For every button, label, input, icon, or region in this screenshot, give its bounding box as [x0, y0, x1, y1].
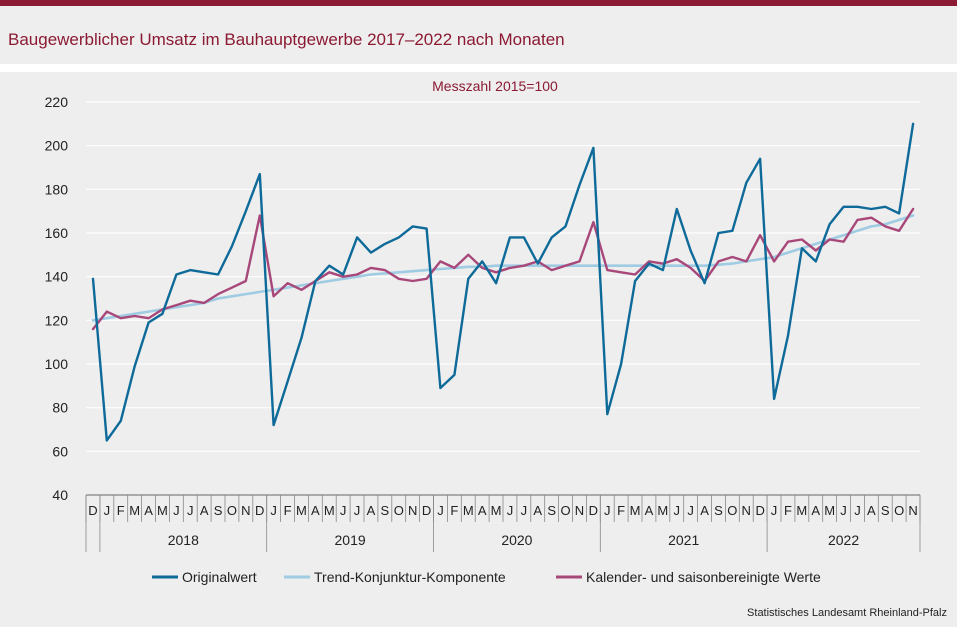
line-chart: Messzahl 2015=100 40 60 80 100 120 140 160 180 20… — [45, 78, 921, 585]
year-label: 2019 — [335, 532, 366, 548]
x-tick-label: S — [881, 503, 890, 518]
legend-label: Kalender- und saisonbereinigte Werte — [586, 569, 821, 585]
top-accent-bar — [0, 0, 957, 6]
chart-subtitle: Messzahl 2015=100 — [432, 78, 558, 94]
x-tick-label: M — [824, 503, 835, 518]
x-tick-label: N — [908, 503, 917, 518]
x-tick-label: A — [811, 503, 820, 518]
x-tick-label: J — [687, 503, 694, 518]
y-tick-label: 120 — [45, 312, 69, 328]
x-tick-label: O — [560, 503, 570, 518]
x-tick-label: F — [117, 503, 125, 518]
x-tick-label: S — [381, 503, 390, 518]
year-label: 2018 — [168, 532, 199, 548]
x-tick-label: A — [200, 503, 209, 518]
x-tick-label: F — [784, 503, 792, 518]
x-tick-label: N — [575, 503, 584, 518]
series-line-3 — [91, 207, 915, 331]
year-label: 2021 — [668, 532, 699, 548]
x-tick-label: S — [214, 503, 223, 518]
x-tick-label: M — [796, 503, 807, 518]
y-tick-label: 160 — [45, 225, 69, 241]
y-tick-label: 140 — [45, 269, 69, 285]
x-tick-label: A — [311, 503, 320, 518]
x-tick-label: M — [157, 503, 168, 518]
y-tick-label: 40 — [52, 487, 68, 503]
x-tick-label: D — [755, 503, 764, 518]
source-note: Statistisches Landesamt Rheinland-Pfalz — [747, 607, 947, 619]
x-tick-label: J — [187, 503, 194, 518]
x-tick-label: A — [533, 503, 542, 518]
x-tick-label: O — [894, 503, 904, 518]
legend-label: Trend-Konjunktur-Komponente — [314, 569, 506, 585]
x-tick-label: D — [88, 503, 97, 518]
x-tick-label: M — [491, 503, 502, 518]
x-tick-label: M — [324, 503, 335, 518]
x-tick-label: J — [674, 503, 681, 518]
x-tick-label: A — [700, 503, 709, 518]
x-tick-label: J — [437, 503, 444, 518]
series-line-2 — [91, 214, 915, 322]
x-tick-label: O — [727, 503, 737, 518]
x-tick-label: A — [645, 503, 654, 518]
x-tick-label: J — [521, 503, 528, 518]
year-label: 2022 — [828, 532, 859, 548]
x-tick-label: O — [227, 503, 237, 518]
y-tick-label: 60 — [52, 443, 68, 459]
x-tick-label: A — [367, 503, 376, 518]
year-label: 2020 — [501, 532, 532, 548]
x-tick-label: A — [867, 503, 876, 518]
x-tick-label: J — [354, 503, 361, 518]
y-tick-label: 180 — [45, 181, 69, 197]
x-tick-label: M — [657, 503, 668, 518]
y-tick-label: 80 — [52, 400, 68, 416]
x-tick-label: N — [241, 503, 250, 518]
x-tick-label: F — [284, 503, 292, 518]
x-tick-label: D — [589, 503, 598, 518]
x-tick-label: N — [408, 503, 417, 518]
x-tick-label: S — [714, 503, 723, 518]
x-tick-label: A — [478, 503, 487, 518]
x-tick-label: J — [507, 503, 514, 518]
x-tick-label: J — [854, 503, 861, 518]
y-tick-label: 200 — [45, 138, 69, 154]
x-tick-label: J — [840, 503, 847, 518]
x-tick-label: O — [394, 503, 404, 518]
x-tick-label: N — [742, 503, 751, 518]
x-tick-label: M — [296, 503, 307, 518]
x-tick-label: J — [340, 503, 347, 518]
x-tick-label: M — [630, 503, 641, 518]
x-tick-label: J — [270, 503, 277, 518]
x-tick-label: F — [617, 503, 625, 518]
series-line-1 — [91, 122, 915, 442]
legend-label: Originalwert — [182, 569, 257, 585]
header: Baugewerblicher Umsatz im Bauhauptgewerb… — [0, 6, 957, 64]
y-tick-label: 100 — [45, 356, 69, 372]
x-tick-label: J — [771, 503, 778, 518]
page-title: Baugewerblicher Umsatz im Bauhauptgewerb… — [8, 30, 565, 49]
x-tick-label: J — [604, 503, 611, 518]
x-tick-label: J — [173, 503, 180, 518]
x-tick-label: M — [129, 503, 140, 518]
x-tick-label: J — [104, 503, 111, 518]
x-tick-label: S — [547, 503, 556, 518]
chart-area: Messzahl 2015=100 40 60 80 100 120 140 160 180 20… — [0, 72, 957, 627]
y-tick-label: 220 — [45, 94, 69, 110]
x-tick-label: D — [422, 503, 431, 518]
x-tick-label: F — [450, 503, 458, 518]
x-tick-label: M — [463, 503, 474, 518]
x-tick-label: A — [144, 503, 153, 518]
x-tick-label: D — [255, 503, 264, 518]
